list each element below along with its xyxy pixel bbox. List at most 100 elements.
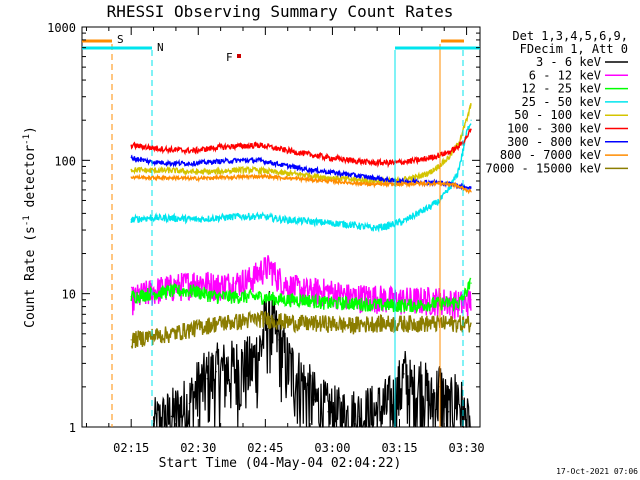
- data-point: [170, 149, 172, 151]
- data-point: [403, 220, 405, 222]
- data-point: [260, 346, 262, 348]
- series-2: [130, 255, 472, 319]
- data-point: [237, 296, 240, 298]
- data-point: [215, 160, 217, 163]
- data-point: [215, 146, 217, 148]
- data-point: [237, 176, 240, 178]
- data-point: [457, 144, 459, 146]
- data-point: [305, 178, 307, 180]
- series-line-5: [130, 103, 472, 186]
- data-point: [130, 144, 132, 146]
- series-6: [130, 128, 472, 169]
- data-point: [170, 290, 172, 292]
- data-point: [385, 225, 387, 227]
- data-point: [448, 156, 450, 159]
- data-point: [130, 176, 132, 178]
- data-point: [461, 299, 463, 301]
- data-point: [466, 322, 468, 324]
- data-point: [372, 162, 374, 164]
- data-point: [148, 335, 150, 337]
- data-point: [305, 153, 307, 155]
- data-point: [470, 322, 472, 324]
- data-point: [457, 392, 459, 394]
- marker-s-label: S: [117, 33, 124, 46]
- x-tick-label: 02:45: [247, 441, 283, 455]
- data-point: [376, 411, 378, 413]
- data-point: [148, 169, 150, 171]
- data-point: [237, 320, 240, 322]
- legend-label-4: 25 - 50 keV: [522, 95, 601, 109]
- data-point: [215, 177, 217, 179]
- data-point: [197, 280, 199, 282]
- y-axis-label-sup1: -1: [22, 215, 32, 226]
- data-point: [372, 183, 374, 185]
- data-point: [170, 333, 172, 335]
- data-point: [372, 177, 374, 179]
- legend-label-6: 100 - 300 keV: [507, 122, 601, 136]
- data-point: [457, 302, 459, 304]
- data-point: [305, 174, 307, 176]
- data-point: [282, 172, 284, 174]
- data-point: [237, 145, 240, 147]
- legend-label-1: 3 - 6 keV: [536, 55, 601, 69]
- y-axis-label-main: Count Rate (s: [23, 226, 38, 328]
- chart-title: RHESSI Observing Summary Count Rates: [107, 2, 454, 21]
- data-point: [470, 426, 472, 428]
- data-point: [170, 415, 172, 417]
- series-line-9: [130, 309, 472, 349]
- legend-label-3: 12 - 25 keV: [522, 82, 601, 96]
- data-point: [461, 187, 463, 189]
- data-point: [282, 218, 284, 221]
- data-point: [461, 154, 463, 156]
- data-point: [372, 303, 374, 306]
- data-point: [148, 217, 150, 219]
- data-point: [215, 285, 217, 287]
- data-point: [130, 156, 132, 159]
- data-point: [349, 302, 351, 304]
- data-point: [327, 180, 329, 182]
- data-point: [282, 299, 284, 301]
- data-point: [148, 293, 150, 295]
- data-point: [430, 206, 432, 208]
- data-point: [349, 324, 351, 326]
- data-point: [372, 227, 374, 229]
- data-point: [251, 277, 253, 280]
- data-point: [260, 215, 262, 217]
- y-axis-label-sup2: -1: [22, 134, 32, 145]
- data-point: [130, 218, 132, 221]
- series-line-1: [153, 290, 471, 429]
- x-tick-label: 03:15: [381, 441, 417, 455]
- data-point: [179, 285, 181, 287]
- data-point: [470, 129, 472, 131]
- series-9: [130, 309, 472, 349]
- data-point: [130, 339, 132, 341]
- data-point: [260, 159, 262, 161]
- data-point: [372, 296, 374, 298]
- data-point: [448, 189, 450, 191]
- data-point: [233, 282, 235, 284]
- data-point: [193, 178, 195, 180]
- data-point: [327, 411, 329, 413]
- data-point: [470, 282, 472, 284]
- plot-frame: [81, 26, 481, 428]
- data-point: [349, 159, 351, 161]
- marker-layer: S N F: [82, 33, 480, 427]
- data-point: [466, 189, 468, 191]
- data-point: [448, 411, 450, 413]
- data-point: [327, 290, 329, 292]
- data-point: [193, 150, 195, 152]
- data-point: [430, 171, 432, 173]
- data-point: [466, 119, 468, 121]
- data-point: [457, 322, 459, 324]
- series-line-7: [130, 154, 472, 191]
- data-point: [466, 186, 468, 188]
- data-point: [237, 169, 240, 171]
- data-point: [260, 144, 262, 146]
- data-point: [430, 402, 432, 405]
- data-point: [260, 175, 262, 177]
- data-point: [188, 402, 190, 405]
- data-point: [193, 327, 195, 329]
- data-point: [170, 162, 172, 164]
- series-5: [130, 103, 472, 186]
- data-point: [193, 162, 195, 164]
